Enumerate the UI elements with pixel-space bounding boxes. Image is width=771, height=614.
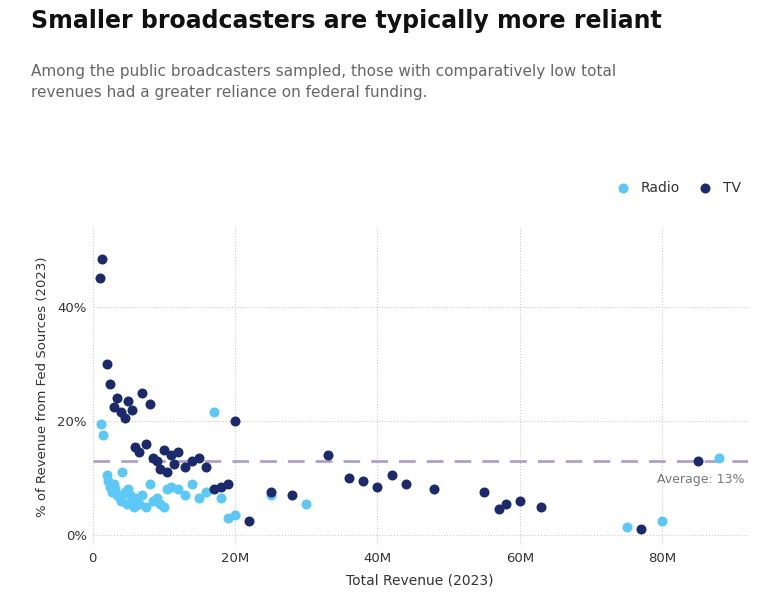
Point <box>322 450 334 460</box>
Text: Among the public broadcasters sampled, those with comparatively low total
revenu: Among the public broadcasters sampled, t… <box>31 64 616 101</box>
Point <box>207 408 220 418</box>
Point <box>116 467 129 477</box>
Point <box>147 496 160 506</box>
Point <box>161 467 173 477</box>
Legend: Radio, TV: Radio, TV <box>608 181 741 195</box>
Point <box>111 394 123 403</box>
Point <box>119 413 131 423</box>
Point <box>264 488 277 497</box>
Point <box>108 479 120 489</box>
Point <box>115 408 127 418</box>
Point <box>123 490 136 500</box>
Point <box>692 456 704 466</box>
Point <box>386 470 398 480</box>
Point <box>172 448 184 457</box>
Point <box>372 481 384 491</box>
Point <box>343 473 355 483</box>
Point <box>97 430 109 440</box>
Point <box>428 484 440 494</box>
Point <box>120 499 133 508</box>
Point <box>143 479 156 489</box>
Point <box>119 488 131 497</box>
Point <box>229 510 241 520</box>
Point <box>111 490 123 500</box>
Point <box>115 496 127 506</box>
Point <box>194 453 206 463</box>
Point <box>500 499 512 508</box>
Point <box>154 465 167 475</box>
Point <box>172 484 184 494</box>
Point <box>140 502 152 511</box>
Point <box>186 456 198 466</box>
Text: Average: 13%: Average: 13% <box>657 473 744 486</box>
Point <box>165 450 177 460</box>
Point <box>264 490 277 500</box>
Point <box>126 405 138 414</box>
Point <box>104 379 116 389</box>
Point <box>143 399 156 409</box>
Point <box>140 439 152 449</box>
Text: Smaller broadcasters are typically more reliant: Smaller broadcasters are typically more … <box>31 9 662 33</box>
Point <box>157 502 170 511</box>
Y-axis label: % of Revenue from Fed Sources (2023): % of Revenue from Fed Sources (2023) <box>36 257 49 517</box>
Point <box>656 516 668 526</box>
Point <box>357 476 369 486</box>
Point <box>165 481 177 491</box>
Point <box>128 502 140 511</box>
Point <box>214 493 227 503</box>
Point <box>154 499 167 508</box>
Point <box>113 493 126 503</box>
Point <box>136 490 149 500</box>
Point <box>147 453 160 463</box>
Point <box>535 502 547 511</box>
Point <box>122 484 134 494</box>
Point <box>200 462 213 472</box>
Point <box>106 488 119 497</box>
Point <box>129 493 141 503</box>
Point <box>243 516 255 526</box>
Point <box>109 484 122 494</box>
Point <box>122 396 134 406</box>
Point <box>100 359 113 369</box>
Point <box>621 521 633 531</box>
Point <box>200 488 213 497</box>
Point <box>129 442 141 452</box>
Point <box>478 488 490 497</box>
Point <box>108 402 120 411</box>
Point <box>300 499 312 508</box>
X-axis label: Total Revenue (2023): Total Revenue (2023) <box>346 573 494 588</box>
Point <box>194 493 206 503</box>
Point <box>207 484 220 494</box>
Point <box>186 479 198 489</box>
Point <box>222 479 234 489</box>
Point <box>150 493 163 503</box>
Point <box>286 490 298 500</box>
Point <box>513 496 526 506</box>
Point <box>157 445 170 454</box>
Point <box>133 448 145 457</box>
Point <box>635 524 647 534</box>
Point <box>100 470 113 480</box>
Point <box>133 499 145 508</box>
Point <box>222 513 234 523</box>
Point <box>179 490 191 500</box>
Point <box>93 274 106 284</box>
Point <box>95 419 107 429</box>
Point <box>136 387 149 397</box>
Point <box>102 476 114 486</box>
Point <box>126 496 138 506</box>
Point <box>96 254 108 263</box>
Point <box>400 479 412 489</box>
Point <box>168 459 180 468</box>
Point <box>150 456 163 466</box>
Point <box>713 453 726 463</box>
Point <box>161 484 173 494</box>
Point <box>493 505 505 515</box>
Point <box>229 416 241 426</box>
Point <box>179 462 191 472</box>
Point <box>214 481 227 491</box>
Point <box>104 481 116 491</box>
